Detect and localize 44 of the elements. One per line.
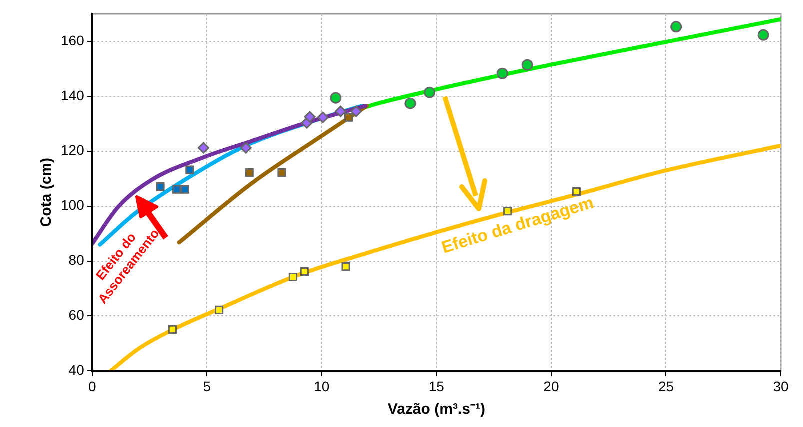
point [334, 106, 346, 118]
point [240, 142, 252, 154]
point [344, 113, 354, 122]
point [424, 86, 436, 98]
point [300, 267, 309, 276]
point [172, 185, 182, 194]
x-axis-title: Vazão (m³.s⁻¹) [388, 401, 486, 418]
point [317, 112, 329, 124]
point [330, 92, 342, 104]
x-tick-label: 15 [428, 378, 445, 394]
point [278, 168, 286, 178]
x-tick-label: 20 [544, 378, 560, 394]
point [670, 21, 682, 33]
point [245, 168, 254, 178]
point [504, 207, 512, 216]
point [288, 272, 298, 282]
point [572, 187, 581, 196]
y-tick-label: 140 [61, 87, 85, 104]
y-tick-label: 160 [61, 32, 85, 48]
y-tick-label: 120 [61, 142, 85, 158]
x-tick-label: 25 [658, 378, 674, 394]
x-tick-label: 0 [88, 378, 96, 394]
point [404, 98, 416, 110]
point [496, 68, 508, 80]
point [186, 166, 194, 174]
x-tick-label: 5 [203, 378, 212, 394]
point [180, 185, 190, 194]
y-tick-label: 80 [68, 252, 85, 268]
x-tick-label: 10 [314, 378, 330, 394]
point [522, 59, 534, 71]
line-series [177, 104, 370, 245]
point [342, 262, 350, 272]
point [168, 325, 177, 334]
point [350, 106, 362, 118]
point [215, 306, 224, 314]
point [156, 182, 165, 192]
x-tick-label: 30 [773, 378, 789, 394]
point [198, 142, 210, 154]
point [304, 111, 316, 123]
y-tick-label: 40 [68, 362, 85, 378]
y-tick-label: 100 [61, 197, 85, 214]
y-axis-title: Cota (cm) [38, 158, 56, 228]
point [758, 29, 770, 41]
y-tick-label: 60 [68, 307, 85, 324]
